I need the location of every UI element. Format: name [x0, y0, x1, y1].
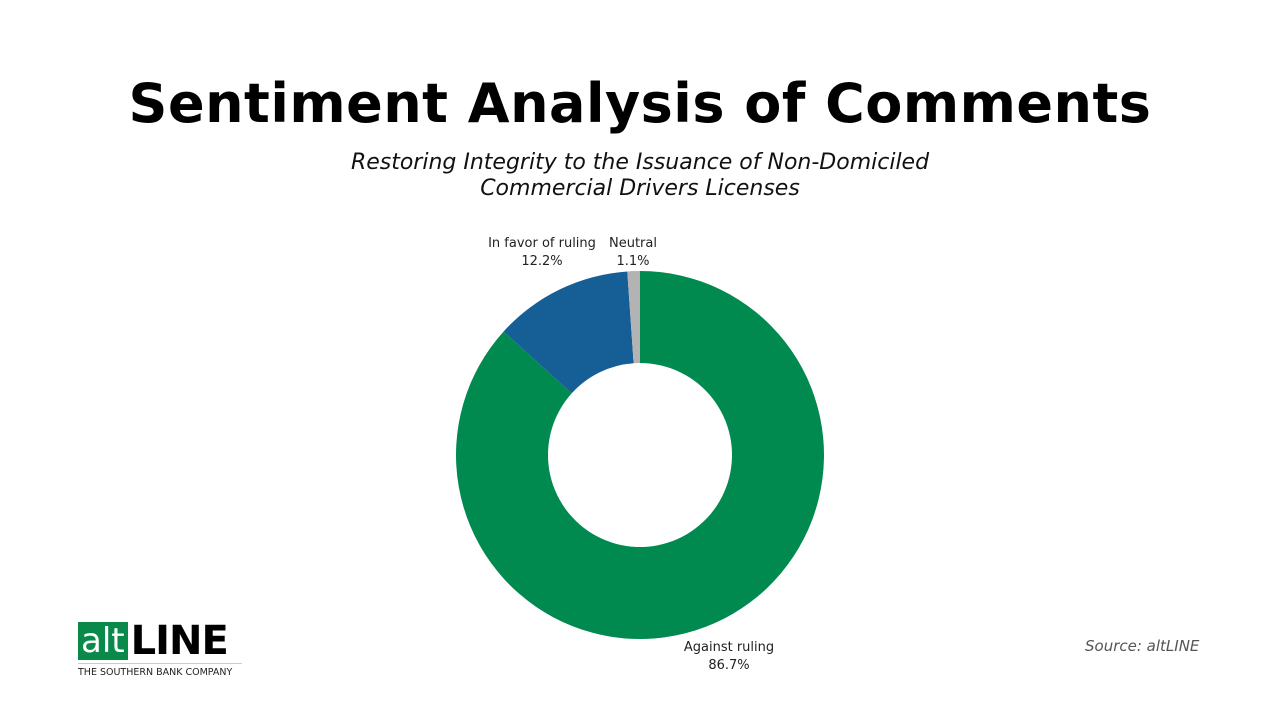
data-label-value: 86.7% — [708, 658, 749, 673]
data-label-value: 12.2% — [521, 254, 562, 269]
data-label-name: Against ruling — [684, 640, 774, 655]
slice-in-favor-of-ruling — [503, 271, 634, 394]
chart-title: Sentiment Analysis of Comments — [128, 72, 1152, 135]
data-label-value: 1.1% — [616, 254, 649, 269]
source-note: Source: altLINE — [1085, 637, 1200, 655]
logo-alt: alt — [78, 622, 128, 660]
chart-subtitle: Restoring Integrity to the Issuance of N… — [350, 150, 930, 201]
data-label-name: Neutral — [609, 236, 657, 251]
altline-logo: alt LINE THE SOUTHERN BANK COMPANY — [78, 618, 242, 678]
logo-line: LINE — [130, 618, 229, 664]
slice-against-ruling — [456, 271, 824, 639]
data-label-name: In favor of ruling — [488, 236, 596, 251]
slice-neutral — [627, 271, 640, 364]
logo-tagline: THE SOUTHERN BANK COMPANY — [78, 663, 242, 678]
